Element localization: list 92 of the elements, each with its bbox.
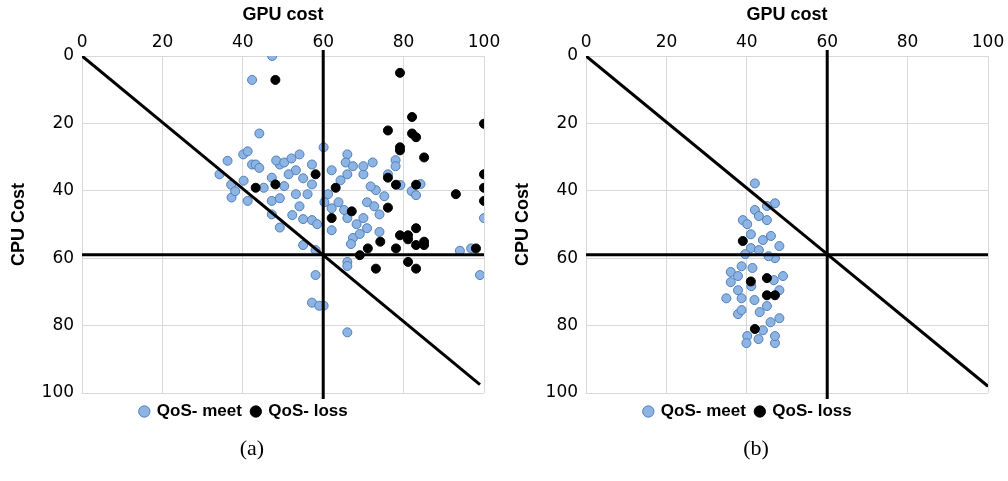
x-axis-title: GPU cost [242,3,324,24]
y-tick-label: 0 [63,44,75,65]
point [761,290,772,301]
x-tick-label: 40 [232,31,254,52]
point [411,263,422,274]
x-tick-label: 80 [392,31,415,52]
text: (b) [742,434,770,462]
point [310,169,321,180]
point [721,293,732,304]
x-tick-label: 60 [816,31,839,52]
point [774,241,785,252]
point [747,262,758,273]
point [761,273,772,284]
point [778,271,788,282]
point [450,189,461,200]
point [765,317,776,328]
x-tick-label: 20 [151,31,174,52]
point [346,206,357,217]
y-tick-label: 0 [567,44,579,65]
y-tick-label: 20 [556,111,579,132]
point [745,276,756,287]
y-tick-label: 40 [52,179,75,200]
point [390,179,401,190]
point [769,198,780,209]
point [749,294,760,305]
x-tick-label: 0 [76,31,88,52]
y-tick-label: 40 [556,179,579,200]
point [470,243,481,254]
legend-label: QoS- meet [156,401,243,421]
y-tick-label: 100 [545,381,579,402]
x-tick-label: 60 [312,31,335,52]
y-tick-label: 80 [556,314,579,335]
point [737,236,748,247]
point [326,213,337,224]
point [411,179,422,190]
y-tick-label: 60 [52,246,75,267]
y-axis-title: CPU Cost [7,182,28,267]
point [761,301,772,312]
point [382,202,393,213]
point [757,235,768,245]
x-tick-label: 40 [736,31,758,52]
point [765,230,776,241]
point [741,338,752,349]
legend-label: QoS- loss [268,401,348,421]
point [769,290,780,301]
x-tick-label: 100 [467,31,501,52]
y-tick-label: 100 [41,381,75,402]
point [736,261,747,272]
point [250,182,261,193]
point [407,112,418,122]
y-tick-label: 60 [556,246,579,267]
point [736,305,747,316]
point [419,152,430,163]
point [411,223,422,234]
point [394,230,405,241]
point [270,179,281,190]
x-tick-label: 100 [971,31,1005,52]
y-tick-label: 20 [52,111,75,132]
point [754,307,765,318]
point [749,178,760,189]
point [745,229,756,240]
point [330,182,341,193]
y-tick-label: 80 [52,314,75,335]
x-tick-label: 20 [655,31,678,52]
point [390,243,401,254]
text: (a) [238,434,266,462]
point [725,277,736,288]
x-axis-title: GPU cost [746,3,828,24]
point [749,323,760,334]
x-tick-label: 0 [580,31,592,52]
point [370,263,381,274]
point [774,313,785,324]
point [403,256,414,267]
point [382,125,393,136]
point [753,334,764,345]
point [753,211,764,222]
point [375,236,386,247]
legend-label: QoS- loss [772,401,852,421]
point [732,285,743,296]
point [732,271,743,282]
point [725,267,736,278]
point [270,74,281,85]
x-tick-label: 80 [896,31,919,52]
point [769,331,780,342]
point [362,243,373,254]
y-axis-title: CPU Cost [511,182,532,267]
point [394,67,405,78]
legend-label: QoS- meet [660,401,747,421]
point [761,215,772,226]
point [411,132,422,143]
point [742,219,753,230]
point [736,293,747,304]
